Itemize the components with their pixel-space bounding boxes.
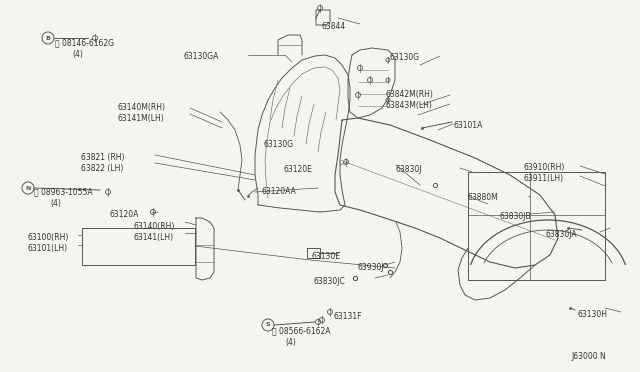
Text: Ⓝ 08963-1055A: Ⓝ 08963-1055A (34, 187, 93, 196)
Text: 63130GA: 63130GA (183, 52, 218, 61)
Text: 63930J: 63930J (358, 263, 385, 272)
Text: 63100(RH): 63100(RH) (28, 233, 69, 242)
Text: 63842M(RH): 63842M(RH) (385, 90, 433, 99)
Text: 63131F: 63131F (334, 312, 362, 321)
Text: Ⓢ 08566-6162A: Ⓢ 08566-6162A (272, 326, 330, 335)
Text: 63141M(LH): 63141M(LH) (118, 114, 164, 123)
Text: 63130E: 63130E (311, 252, 340, 261)
Text: 63130G: 63130G (263, 140, 293, 149)
Text: 63140(RH): 63140(RH) (133, 222, 174, 231)
Text: N: N (26, 186, 31, 190)
Text: 63880M: 63880M (468, 193, 499, 202)
Text: 63101(LH): 63101(LH) (28, 244, 68, 253)
Text: 63120A: 63120A (110, 210, 140, 219)
Text: 63120E: 63120E (283, 165, 312, 174)
Text: 63830JB: 63830JB (500, 212, 532, 221)
Text: 63830J: 63830J (396, 165, 422, 174)
Text: 63130G: 63130G (390, 53, 420, 62)
Text: 63101A: 63101A (454, 121, 483, 130)
Text: 63910(RH): 63910(RH) (524, 163, 565, 172)
Text: B: B (45, 35, 51, 41)
Text: (4): (4) (285, 338, 296, 347)
Text: J63000 N: J63000 N (571, 352, 605, 361)
Text: 63821 (RH): 63821 (RH) (81, 153, 125, 162)
Text: (4): (4) (50, 199, 61, 208)
Text: Ⓑ 08146-6162G: Ⓑ 08146-6162G (55, 38, 114, 47)
Text: 63140M(RH): 63140M(RH) (118, 103, 166, 112)
Text: 63120AA: 63120AA (261, 187, 296, 196)
Text: 63844: 63844 (321, 22, 345, 31)
Text: 63830JC: 63830JC (314, 277, 346, 286)
Text: S: S (266, 323, 270, 327)
Text: 63830JA: 63830JA (545, 230, 577, 239)
Text: 63822 (LH): 63822 (LH) (81, 164, 124, 173)
Text: 63141(LH): 63141(LH) (133, 233, 173, 242)
Text: 63911(LH): 63911(LH) (524, 174, 564, 183)
Text: 63843M(LH): 63843M(LH) (385, 101, 432, 110)
Text: 63130H: 63130H (577, 310, 607, 319)
Text: (4): (4) (72, 50, 83, 59)
